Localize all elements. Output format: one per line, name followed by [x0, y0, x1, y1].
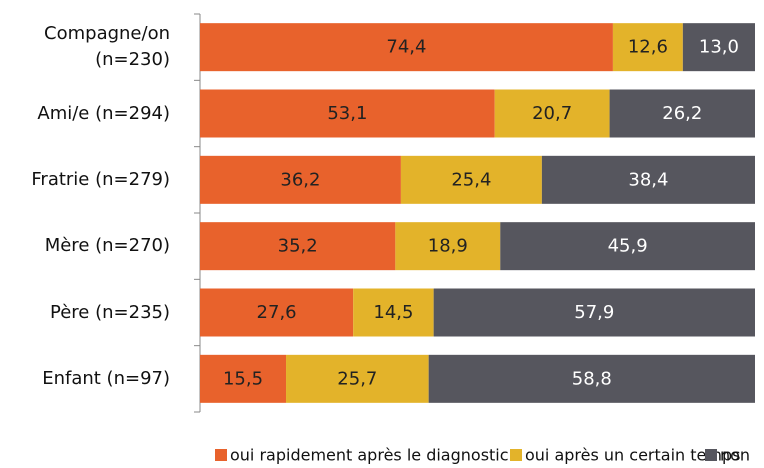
- value-label: 45,9: [608, 236, 648, 257]
- value-label: 18,9: [428, 236, 468, 257]
- bar-segment: [541, 155, 755, 204]
- value-label: 26,2: [662, 103, 702, 124]
- legend-swatch: [705, 449, 717, 461]
- category-label: Mère (n=270): [44, 235, 170, 257]
- value-label: 36,2: [280, 169, 320, 190]
- category-label: Ami/e (n=294): [37, 102, 170, 124]
- legend-label: non: [720, 446, 750, 465]
- category-label: Enfant (n=97): [42, 367, 170, 389]
- category-label: Père (n=235): [50, 301, 170, 323]
- legend-swatch: [510, 449, 522, 461]
- value-label: 20,7: [532, 103, 572, 124]
- bar-segment: [200, 354, 287, 403]
- value-label: 14,5: [373, 302, 413, 323]
- bar-segment: [200, 23, 613, 72]
- bar-segment: [200, 89, 495, 138]
- category-label: Compagne/on (n=230): [44, 23, 170, 71]
- bar-segment: [682, 23, 755, 72]
- bar-segment: [400, 155, 542, 204]
- bar-segment: [200, 288, 354, 337]
- value-label: 27,6: [257, 302, 297, 323]
- category-label: Fratrie (n=279): [31, 168, 170, 190]
- bar-segment: [500, 222, 755, 271]
- value-label: 35,2: [278, 236, 318, 257]
- legend-label: oui après un certain temps: [525, 446, 740, 465]
- bar-segment: [286, 354, 429, 403]
- value-label: 25,7: [337, 368, 377, 389]
- bar-segment: [200, 155, 401, 204]
- bar-segment: [428, 354, 755, 403]
- value-label: 13,0: [699, 37, 739, 58]
- legend-label: oui rapidement après le diagnostic: [230, 446, 509, 465]
- value-label: 25,4: [451, 169, 491, 190]
- value-label: 53,1: [327, 103, 367, 124]
- bar-segment: [200, 222, 396, 271]
- bar-segment: [609, 89, 755, 138]
- value-label: 12,6: [628, 37, 668, 58]
- value-label: 38,4: [628, 169, 668, 190]
- bar-segment: [395, 222, 501, 271]
- category-labels: Compagne/on (n=230) Ami/e (n=294) Fratrie …: [0, 0, 190, 468]
- legend-swatch: [215, 449, 227, 461]
- bar-segment: [353, 288, 434, 337]
- bar-segment: [433, 288, 755, 337]
- bar-segment: [612, 23, 683, 72]
- value-label: 57,9: [574, 302, 614, 323]
- value-label: 74,4: [386, 37, 426, 58]
- value-label: 58,8: [572, 368, 612, 389]
- value-label: 15,5: [223, 368, 263, 389]
- bar-segment: [494, 89, 610, 138]
